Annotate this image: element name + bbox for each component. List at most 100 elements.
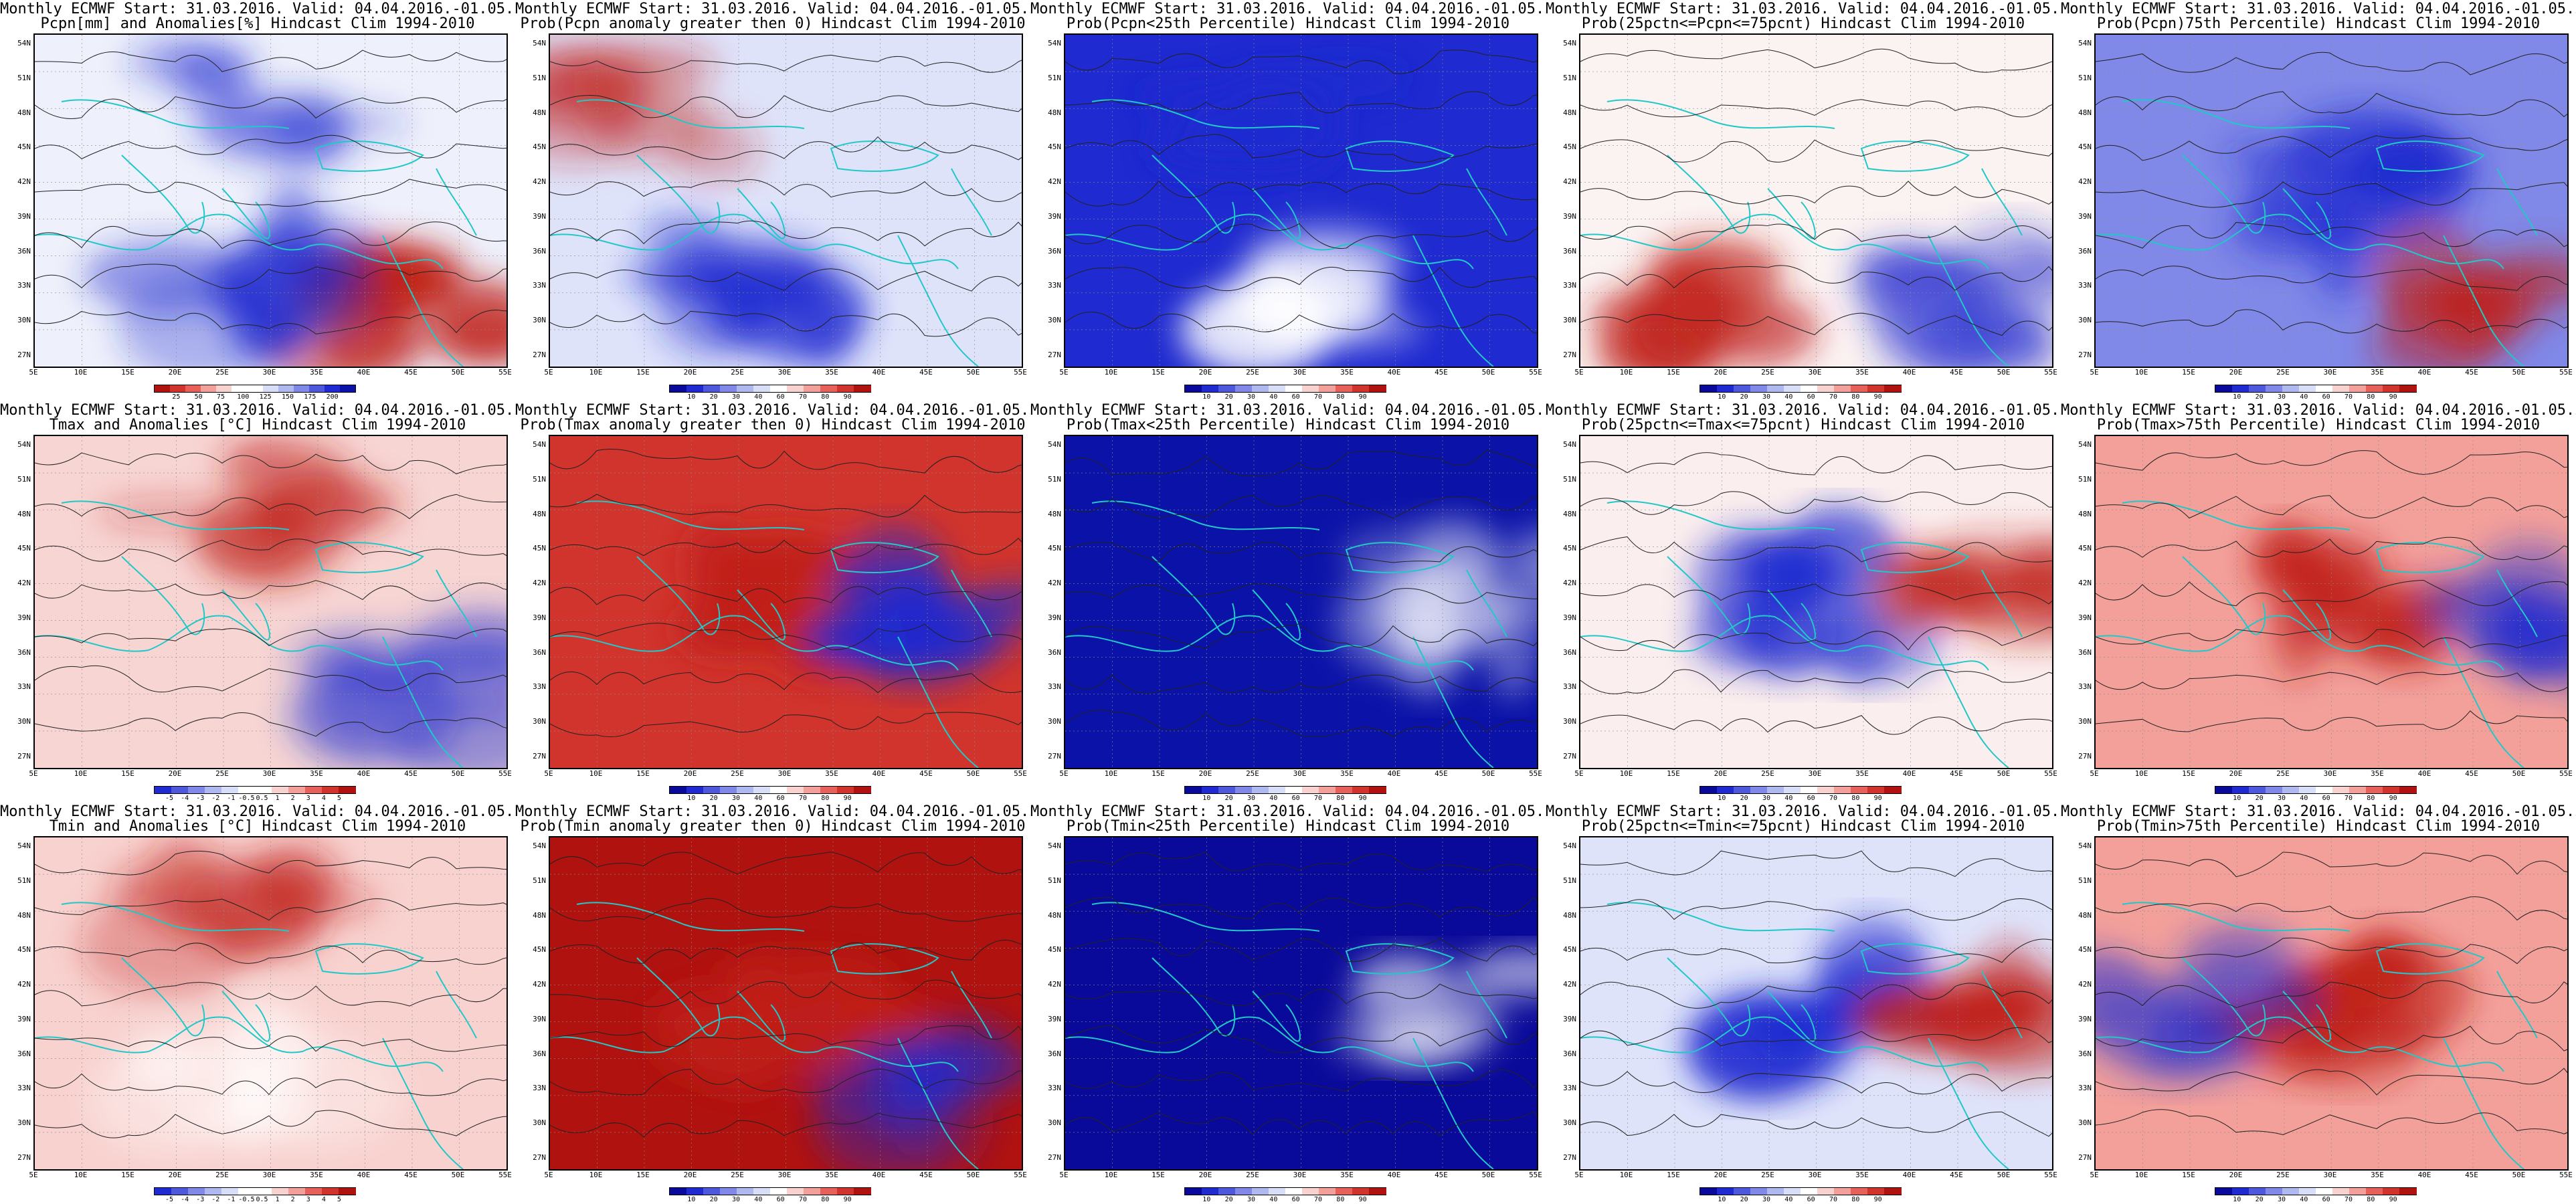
colorbar-swatch [1834, 1188, 1851, 1195]
contour-line [550, 585, 1022, 605]
lat-tick-label: 54N [1048, 841, 1061, 850]
colorbar-swatch [2282, 1188, 2300, 1195]
colorbar-tick-label: 30 [1762, 795, 1771, 802]
coastline [1345, 140, 1455, 172]
lat-tick-label: 30N [17, 316, 31, 325]
lat-tick-label: 27N [17, 350, 31, 359]
coastline [830, 140, 939, 172]
coastline [2122, 500, 2351, 530]
coastline [35, 1016, 444, 1072]
lat-tick-label: 36N [1048, 647, 1061, 657]
colorbar-swatch [322, 787, 339, 793]
coastline [550, 213, 959, 270]
lat-tick-label: 30N [17, 717, 31, 726]
colorbar-swatch [305, 1188, 323, 1195]
colorbar-swatch [770, 787, 788, 793]
coastline [1412, 636, 1494, 768]
colorbar-swatch [2316, 1188, 2333, 1195]
colorbar-tick-label: 20 [709, 1196, 718, 1203]
coastline [1667, 155, 1751, 234]
colorbar-swatch [1801, 385, 1818, 392]
lon-tick-label: 10E [589, 769, 603, 778]
coastline [1860, 943, 1970, 975]
colorbar [154, 385, 356, 393]
lon-tick-label: 30E [777, 769, 792, 778]
colorbar-tick-label: 70 [1829, 393, 1838, 401]
field-anomaly-blob [161, 40, 225, 82]
lon-tick-label: 55E [498, 769, 512, 778]
lon-tick-label: 30E [2323, 368, 2337, 377]
map-field [1579, 435, 2053, 769]
coastline [1412, 1037, 1494, 1169]
coastline [951, 569, 992, 637]
lat-tick-label: 45N [17, 945, 31, 955]
contour-line [2096, 710, 2567, 732]
lon-tick-label: 45E [1950, 769, 1963, 778]
lon-tick-label: 40E [357, 368, 371, 377]
lat-tick-label: 48N [1563, 509, 1576, 518]
lon-tick-label: 25E [1761, 368, 1774, 377]
contour-line [2096, 309, 2567, 334]
colorbar-swatch [278, 385, 294, 392]
lon-tick-label: 25E [1761, 769, 1774, 778]
colorbar-tick-label: 40 [754, 393, 763, 401]
colorbar-tick-label: 80 [2367, 1196, 2375, 1203]
lat-tick-label: 27N [1048, 1153, 1061, 1162]
colorbar-swatch [1369, 787, 1386, 793]
lon-tick-label: 40E [872, 368, 886, 377]
colorbar-swatch [686, 1188, 704, 1195]
colorbar-tick-label: 80 [1851, 1196, 1860, 1203]
lat-tick-label: 54N [2078, 440, 2092, 449]
colorbar-tick-label: 1 [275, 1196, 280, 1203]
lon-tick-label: 35E [2371, 368, 2384, 377]
colorbar-tick-label: 90 [1358, 795, 1367, 802]
lon-tick-label: 35E [825, 1171, 838, 1179]
field-anomaly-blob [1987, 997, 2044, 1038]
coastline [2096, 615, 2504, 671]
lat-tick-label: 54N [533, 841, 546, 850]
contour-line [550, 1112, 1022, 1138]
lon-tick-label: 30E [777, 1171, 792, 1179]
lon-tick-label: 30E [1293, 1171, 1307, 1179]
colorbar-swatch [1867, 787, 1885, 793]
lon-tick-label: 40E [357, 769, 371, 778]
colorbar-swatch [2366, 787, 2383, 793]
colorbar-swatch [1700, 787, 1718, 793]
field-anomaly-blob [228, 999, 298, 1110]
colorbar-swatch [1369, 385, 1386, 392]
colorbar-tick-label: 90 [1358, 1196, 1367, 1203]
map-field [2094, 435, 2569, 769]
coastline [2496, 971, 2538, 1039]
panel-title-line2: Prob(Tmin<25th Percentile) Hindcast Clim… [1066, 819, 1510, 835]
colorbar-swatch [720, 385, 737, 392]
colorbar [2215, 385, 2417, 393]
lon-tick-label: 45E [2465, 769, 2478, 778]
colorbar-tick-label: 70 [1313, 1196, 1323, 1203]
lat-tick-label: 30N [533, 717, 546, 726]
colorbar [1699, 385, 1902, 393]
colorbar-swatch [2316, 787, 2333, 793]
colorbar [1184, 786, 1386, 794]
lon-tick-label: 15E [2182, 368, 2195, 377]
colorbar-tick-label: 60 [1807, 1196, 1815, 1203]
contour-line [550, 95, 1022, 118]
colorbar-tick-label: 70 [1829, 1196, 1838, 1203]
contour-line [2096, 579, 2567, 607]
colorbar-tick-label: 60 [776, 1196, 785, 1203]
colorbar-swatch [804, 787, 821, 793]
colorbar-tick-label: -4 [181, 1196, 189, 1203]
lon-tick-label: 10E [1104, 368, 1118, 377]
field-anomaly-blob [389, 695, 507, 768]
contour-line [35, 452, 507, 475]
lon-tick-label: 55E [498, 368, 512, 377]
lat-tick-label: 36N [2078, 647, 2092, 657]
colorbar-swatch [272, 1188, 289, 1195]
colorbar-swatch [1817, 1188, 1835, 1195]
lat-tick-label: 54N [2078, 39, 2092, 47]
colorbar-swatch [1218, 787, 1236, 793]
map-svg [1065, 837, 1537, 1169]
field-anomaly-blob [2155, 1015, 2241, 1051]
contour-line [35, 580, 507, 601]
field-anomaly-blob [2318, 595, 2443, 643]
lat-tick-label: 54N [533, 39, 546, 47]
